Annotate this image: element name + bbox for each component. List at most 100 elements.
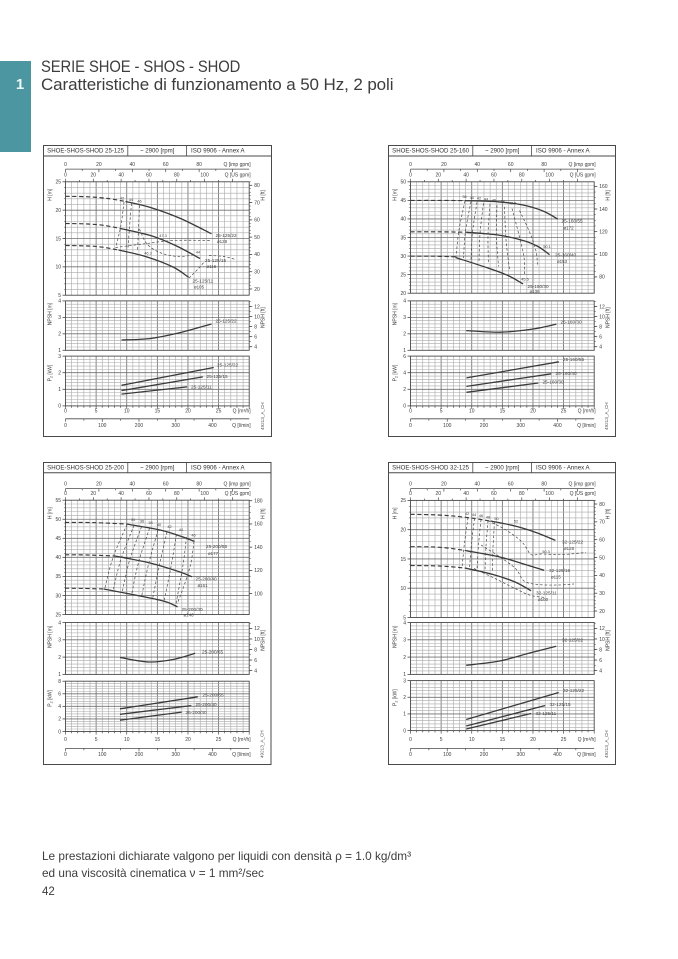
svg-text:4: 4 — [254, 344, 257, 350]
svg-text:~ 2900 [rpm]: ~ 2900 [rpm] — [140, 464, 175, 471]
svg-text:32-125/22: 32-125/22 — [563, 688, 585, 693]
svg-text:0: 0 — [409, 172, 412, 178]
svg-text:80: 80 — [196, 162, 202, 168]
svg-text:52: 52 — [514, 519, 518, 524]
svg-text:25-200/30: 25-200/30 — [186, 710, 208, 715]
svg-text:2: 2 — [404, 655, 407, 661]
svg-text:50.3: 50.3 — [543, 549, 551, 554]
svg-text:25-125/15: 25-125/15 — [206, 374, 228, 379]
svg-text:60: 60 — [146, 172, 152, 178]
svg-text:1: 1 — [58, 348, 61, 354]
svg-text:ø105: ø105 — [194, 284, 205, 289]
svg-text:200: 200 — [480, 422, 489, 428]
svg-text:10: 10 — [599, 637, 605, 643]
svg-text:P2 [kW]: P2 [kW] — [47, 364, 53, 381]
svg-text:80: 80 — [174, 491, 180, 497]
svg-text:44: 44 — [484, 196, 489, 201]
svg-text:40: 40 — [401, 216, 407, 222]
svg-text:5: 5 — [94, 408, 97, 414]
svg-text:1: 1 — [404, 348, 407, 354]
svg-text:80: 80 — [599, 502, 605, 508]
svg-text:5: 5 — [58, 293, 61, 299]
svg-text:42: 42 — [465, 511, 469, 516]
svg-text:25-160/40: 25-160/40 — [555, 252, 577, 257]
svg-text:3: 3 — [58, 315, 61, 321]
svg-text:48.5: 48.5 — [509, 200, 517, 205]
svg-text:80: 80 — [519, 172, 525, 178]
svg-text:ø177: ø177 — [208, 551, 219, 556]
svg-text:60: 60 — [508, 162, 514, 168]
svg-text:20: 20 — [254, 286, 260, 292]
svg-text:ø146: ø146 — [184, 613, 195, 618]
svg-text:80: 80 — [254, 183, 260, 189]
svg-text:25-160/55: 25-160/55 — [563, 357, 585, 362]
svg-text:15: 15 — [154, 408, 160, 414]
svg-text:60: 60 — [508, 482, 514, 488]
svg-text:Q [imp gpm]: Q [imp gpm] — [223, 162, 251, 168]
svg-text:25-200/30: 25-200/30 — [182, 607, 204, 612]
svg-text:60: 60 — [599, 538, 605, 544]
svg-text:15: 15 — [500, 408, 506, 414]
svg-text:49213_A_CH: 49213_A_CH — [604, 402, 609, 430]
svg-text:6: 6 — [599, 334, 602, 340]
svg-text:50: 50 — [55, 517, 61, 523]
svg-text:100: 100 — [546, 172, 555, 178]
svg-text:SHOE-SHOS-SHOD 25-200: SHOE-SHOS-SHOD 25-200 — [47, 464, 124, 471]
svg-text:400: 400 — [208, 422, 217, 428]
svg-text:Q [US gpm]: Q [US gpm] — [224, 172, 251, 178]
svg-text:44: 44 — [179, 527, 184, 532]
svg-text:120: 120 — [599, 229, 608, 235]
svg-text:4: 4 — [599, 668, 602, 674]
svg-text:25-125/22: 25-125/22 — [215, 318, 237, 323]
svg-text:4: 4 — [404, 620, 407, 626]
svg-text:1: 1 — [404, 712, 407, 718]
svg-text:10: 10 — [469, 737, 475, 743]
svg-text:H [m]: H [m] — [393, 507, 399, 520]
svg-text:H [ft]: H [ft] — [606, 508, 612, 519]
svg-text:12: 12 — [599, 304, 605, 310]
svg-text:8: 8 — [254, 647, 257, 653]
svg-text:25: 25 — [55, 612, 61, 618]
svg-text:2: 2 — [404, 331, 407, 337]
svg-text:2: 2 — [404, 695, 407, 701]
svg-text:3: 3 — [404, 638, 407, 644]
svg-text:160: 160 — [254, 522, 263, 528]
svg-text:44: 44 — [472, 512, 477, 517]
svg-text:100: 100 — [98, 752, 107, 758]
svg-text:H [ft]: H [ft] — [261, 508, 267, 519]
svg-text:3: 3 — [58, 353, 61, 359]
svg-text:100: 100 — [254, 591, 263, 597]
svg-text:10: 10 — [401, 586, 407, 592]
svg-text:20: 20 — [96, 162, 102, 168]
svg-text:34: 34 — [131, 517, 136, 522]
svg-text:46: 46 — [492, 197, 496, 202]
svg-text:0: 0 — [404, 728, 407, 734]
svg-text:SHOE-SHOS-SHOD 32-125: SHOE-SHOS-SHOD 32-125 — [392, 464, 469, 471]
svg-text:0: 0 — [409, 491, 412, 497]
svg-text:49213_A_CH: 49213_A_CH — [604, 730, 609, 758]
svg-text:300: 300 — [171, 422, 180, 428]
svg-text:50.1: 50.1 — [544, 244, 552, 249]
svg-text:47.3: 47.3 — [159, 233, 167, 238]
svg-text:20: 20 — [55, 207, 61, 213]
svg-text:20: 20 — [441, 162, 447, 168]
svg-text:20: 20 — [530, 408, 536, 414]
svg-text:8: 8 — [254, 324, 257, 330]
svg-text:36: 36 — [140, 519, 144, 524]
svg-text:ø128: ø128 — [564, 546, 575, 551]
svg-text:32-125/15: 32-125/15 — [549, 568, 571, 573]
svg-text:Q [m³/h]: Q [m³/h] — [232, 408, 251, 414]
svg-text:NPSH [m]: NPSH [m] — [393, 625, 399, 648]
svg-text:0: 0 — [409, 737, 412, 743]
svg-text:0: 0 — [409, 422, 412, 428]
svg-text:400: 400 — [554, 752, 563, 758]
svg-text:0: 0 — [64, 491, 67, 497]
svg-text:32-125/22: 32-125/22 — [562, 638, 584, 643]
svg-text:SHOE-SHOS-SHOD 25-160: SHOE-SHOS-SHOD 25-160 — [392, 147, 469, 154]
svg-text:ø100: ø100 — [538, 597, 549, 602]
svg-text:25-200/55: 25-200/55 — [203, 693, 225, 698]
svg-text:25: 25 — [215, 408, 221, 414]
svg-text:0: 0 — [64, 172, 67, 178]
svg-text:15: 15 — [55, 236, 61, 242]
svg-text:44: 44 — [128, 197, 133, 202]
